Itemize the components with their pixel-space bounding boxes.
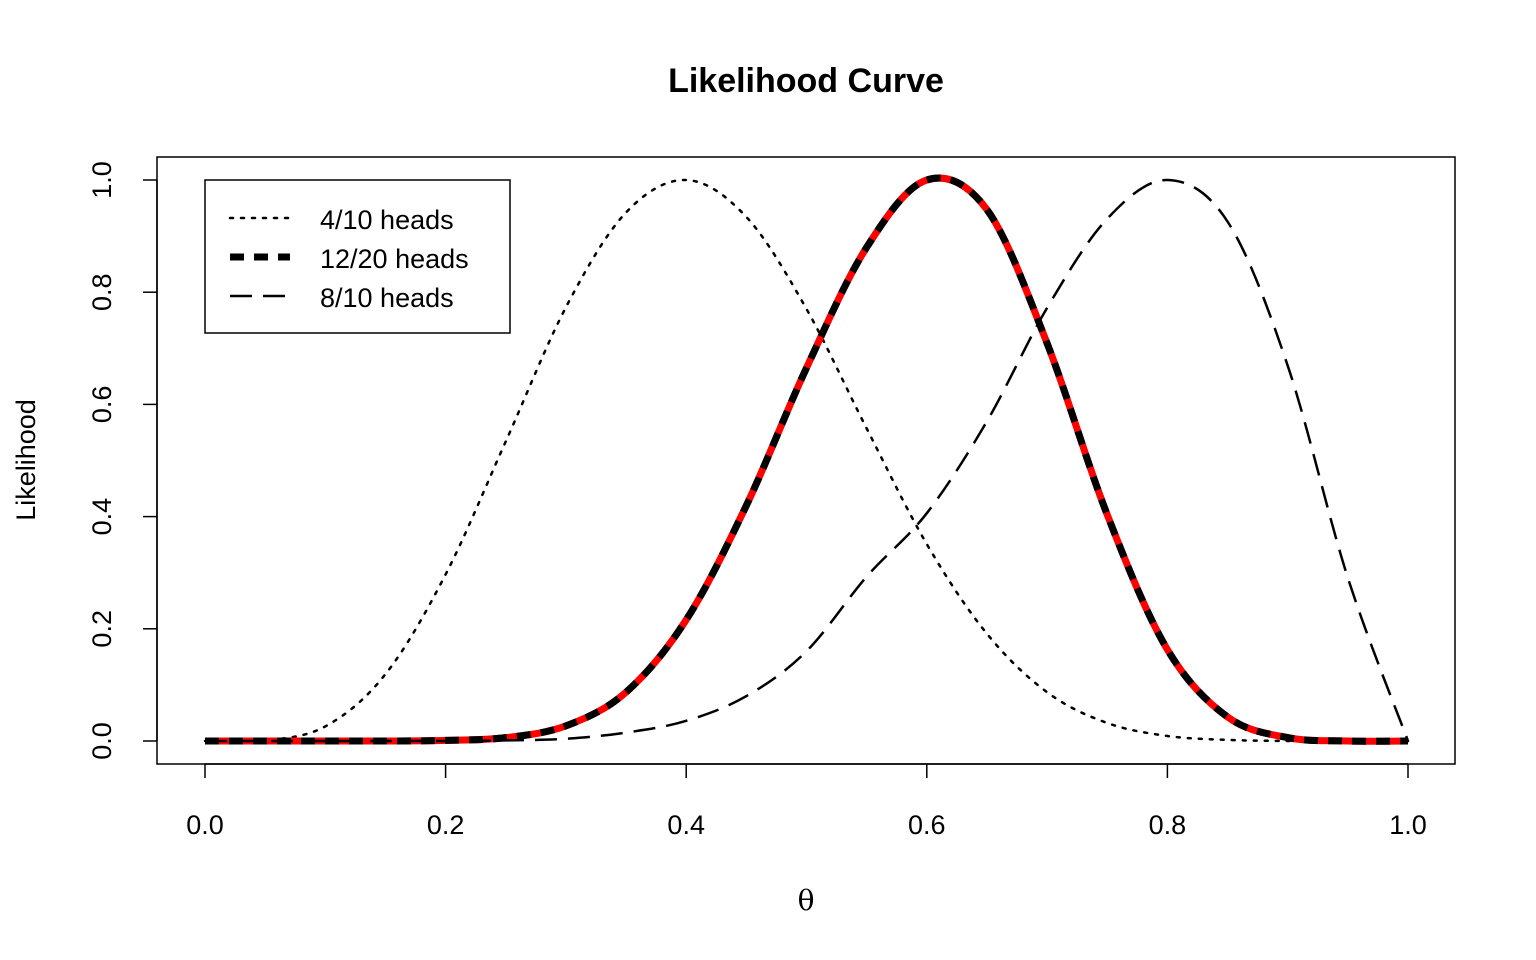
x-axis-label: θ (798, 884, 815, 917)
x-tick-label: 0.6 (908, 810, 946, 840)
y-tick-label: 0.2 (87, 610, 117, 648)
legend-label-12-20: 12/20 heads (320, 244, 469, 274)
chart-title: Likelihood Curve (668, 62, 944, 100)
x-axis: 0.0 0.2 0.4 0.6 0.8 1.0 (186, 763, 1427, 840)
legend-label-8-10: 8/10 heads (320, 283, 454, 313)
y-tick-label: 0.4 (87, 498, 117, 536)
y-axis-label: Likelihood (11, 399, 41, 521)
x-tick-label: 0.2 (427, 810, 465, 840)
x-tick-label: 0.4 (667, 810, 705, 840)
legend-label-4-10: 4/10 heads (320, 205, 454, 235)
series-line-4-10-heads (203, 178, 1410, 743)
x-tick-label: 0.0 (186, 810, 224, 840)
y-axis: 0.0 0.2 0.4 0.6 0.8 1.0 (87, 161, 158, 760)
x-tick-label: 1.0 (1389, 810, 1427, 840)
y-tick-label: 0.6 (87, 386, 117, 424)
y-tick-label: 1.0 (87, 161, 117, 199)
y-tick-label: 0.8 (87, 273, 117, 311)
x-tick-label: 0.8 (1149, 810, 1187, 840)
legend-box (204, 179, 511, 334)
y-tick-label: 0.0 (87, 722, 117, 760)
legend: 4/10 heads 12/20 heads 8/10 heads (204, 179, 511, 334)
series-line-8-10-heads (205, 178, 1410, 743)
series-layer (203, 174, 1410, 745)
